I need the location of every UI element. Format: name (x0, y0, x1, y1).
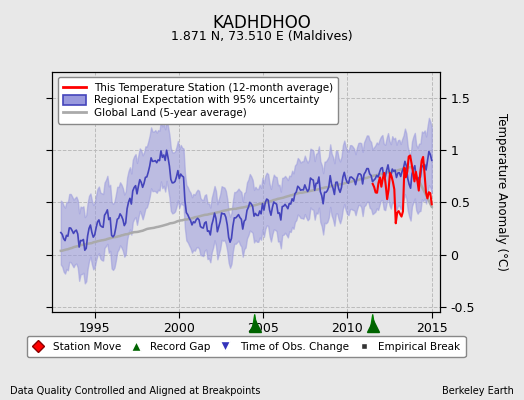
Legend: Station Move, Record Gap, Time of Obs. Change, Empirical Break: Station Move, Record Gap, Time of Obs. C… (27, 336, 465, 357)
Y-axis label: Temperature Anomaly (°C): Temperature Anomaly (°C) (495, 113, 508, 271)
Text: Berkeley Earth: Berkeley Earth (442, 386, 514, 396)
Text: 1.871 N, 73.510 E (Maldives): 1.871 N, 73.510 E (Maldives) (171, 30, 353, 43)
Text: Data Quality Controlled and Aligned at Breakpoints: Data Quality Controlled and Aligned at B… (10, 386, 261, 396)
Text: KADHDHOO: KADHDHOO (213, 14, 311, 32)
